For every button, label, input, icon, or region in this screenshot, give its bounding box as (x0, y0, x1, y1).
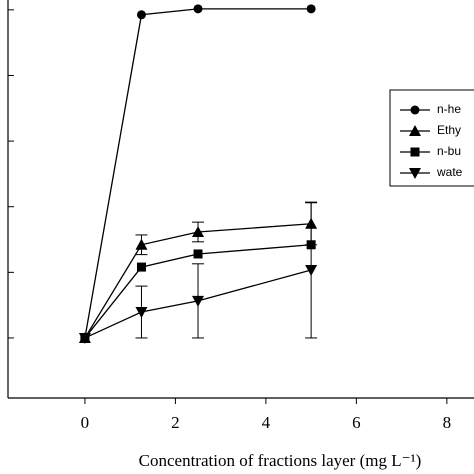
x-tick-label: 2 (171, 413, 180, 432)
data-point (192, 225, 205, 237)
x-axis-label: Concentration of fractions layer (mg L⁻¹… (139, 451, 422, 470)
series-line (84, 244, 312, 339)
x-tick-label: 4 (262, 413, 271, 432)
legend-marker (409, 168, 421, 179)
legend-label: Ethy (437, 123, 461, 137)
legend-box (389, 89, 474, 187)
data-point (306, 4, 316, 14)
x-tick-label: 6 (352, 413, 361, 432)
legend-label: wate (436, 165, 463, 179)
series-line (84, 223, 312, 339)
data-point (136, 262, 146, 272)
data-point (192, 295, 205, 307)
data-point (305, 265, 318, 277)
data-point (136, 10, 146, 20)
data-point (193, 4, 203, 14)
legend-label: n-bu (437, 144, 461, 158)
legend: n-he Ethy n-bu wate (389, 89, 474, 187)
data-point (193, 249, 203, 259)
legend-marker (410, 105, 420, 115)
data-point (135, 307, 148, 319)
series-line (84, 8, 312, 339)
legend-marker (409, 125, 421, 136)
legend-label: n-he (437, 102, 461, 116)
series-line (84, 269, 312, 339)
x-tick-label: 0 (81, 413, 90, 432)
x-tick-label: 8 (443, 413, 452, 432)
legend-marker (410, 147, 420, 157)
data-point (78, 332, 91, 344)
data-point (135, 238, 148, 250)
